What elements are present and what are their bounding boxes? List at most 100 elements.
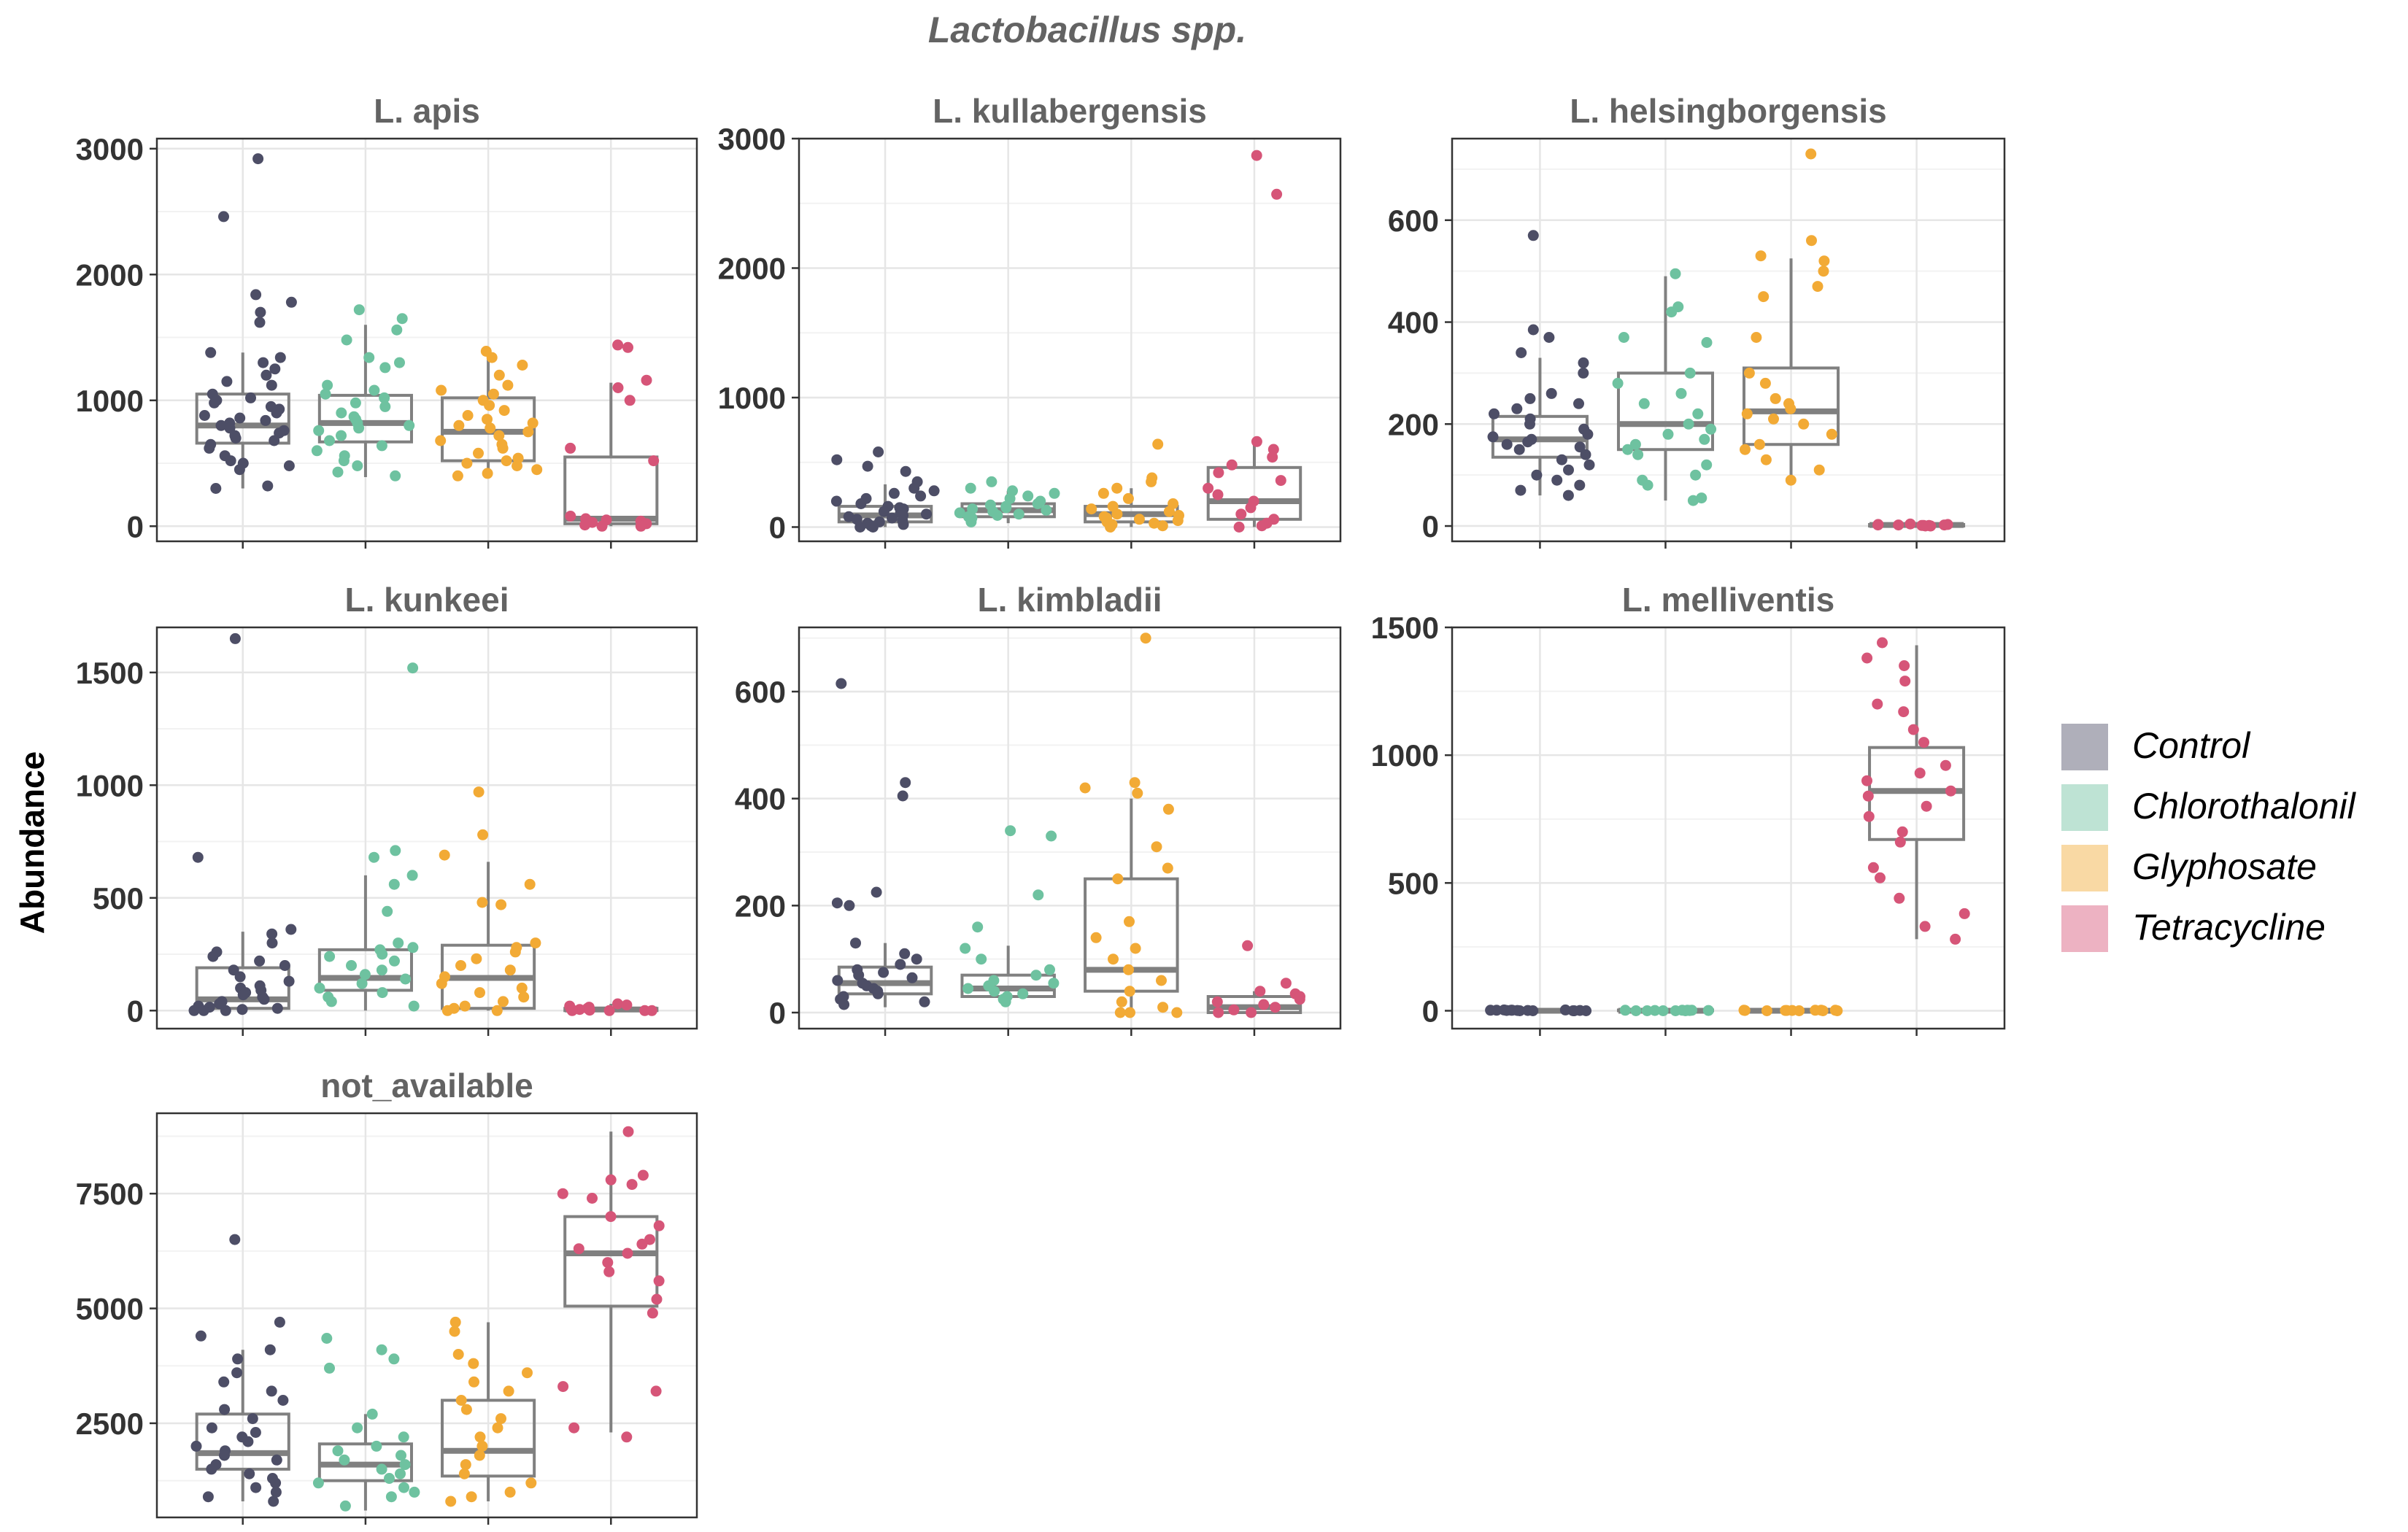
- data-point-glyphosate: [484, 400, 495, 411]
- data-point-tetracycline: [1256, 520, 1267, 532]
- data-point-control: [218, 211, 229, 223]
- panel-border: [155, 137, 698, 543]
- data-point-tetracycline: [1213, 467, 1224, 479]
- data-point-chlorothalonil: [324, 951, 336, 962]
- data-point-glyphosate: [439, 849, 450, 861]
- data-point-chlorothalonil: [1629, 438, 1641, 450]
- data-point-glyphosate: [1133, 514, 1145, 525]
- data-point-control: [844, 900, 855, 911]
- data-point-chlorothalonil: [388, 878, 400, 890]
- data-point-glyphosate: [1785, 474, 1797, 486]
- data-point-glyphosate: [1111, 508, 1123, 520]
- data-point-chlorothalonil: [395, 1450, 406, 1461]
- data-point-control: [266, 379, 277, 391]
- panel-title: L. kunkeei: [345, 581, 509, 619]
- data-point-control: [205, 347, 217, 358]
- data-point-tetracycline: [1212, 489, 1224, 500]
- data-point-control: [1573, 398, 1584, 409]
- data-point-chlorothalonil: [1022, 490, 1034, 502]
- data-point-glyphosate: [1124, 986, 1135, 997]
- data-point-glyphosate: [449, 1326, 460, 1337]
- data-point-control: [921, 508, 932, 520]
- data-point-glyphosate: [1157, 1002, 1169, 1013]
- data-point-glyphosate: [504, 1486, 516, 1498]
- data-point-chlorothalonil: [398, 1482, 409, 1493]
- data-point-control: [897, 790, 908, 802]
- panel-border: [155, 626, 698, 1030]
- data-point-control: [1489, 408, 1500, 419]
- data-point-tetracycline: [1258, 999, 1270, 1010]
- y-tick-label: 600: [735, 675, 786, 709]
- data-point-glyphosate: [1122, 492, 1134, 504]
- data-point-tetracycline: [1211, 996, 1223, 1007]
- data-point-control: [232, 1353, 244, 1365]
- y-tick-label: 400: [735, 782, 786, 816]
- data-point-control: [888, 487, 900, 499]
- data-point-control: [928, 485, 940, 497]
- data-point-tetracycline: [1896, 826, 1908, 837]
- data-point-tetracycline: [624, 395, 636, 406]
- data-point-glyphosate: [1149, 517, 1160, 529]
- data-point-chlorothalonil: [986, 476, 997, 487]
- data-point-chlorothalonil: [384, 1473, 395, 1484]
- data-point-glyphosate: [435, 435, 447, 446]
- data-point-control: [198, 1005, 209, 1016]
- data-point-control: [192, 851, 204, 863]
- data-point-control: [911, 953, 922, 965]
- data-point-control: [878, 967, 890, 978]
- data-point-chlorothalonil: [321, 1333, 333, 1344]
- data-point-chlorothalonil: [314, 982, 325, 994]
- data-point-glyphosate: [1124, 916, 1135, 927]
- data-point-chlorothalonil: [1690, 469, 1702, 481]
- data-point-tetracycline: [587, 1193, 598, 1204]
- data-point-tetracycline: [1251, 436, 1262, 447]
- data-point-chlorothalonil: [376, 1463, 387, 1475]
- data-point-glyphosate: [522, 426, 534, 438]
- data-point-chlorothalonil: [1675, 387, 1687, 399]
- data-point-control: [220, 1005, 231, 1016]
- y-tick-label: 2500: [76, 1407, 144, 1441]
- data-point-control: [202, 1491, 214, 1503]
- data-point-tetracycline: [1203, 482, 1214, 494]
- data-point-chlorothalonil: [989, 986, 1000, 997]
- data-point-glyphosate: [1768, 413, 1779, 425]
- data-point-glyphosate: [1123, 964, 1134, 975]
- data-point-control: [1583, 459, 1595, 471]
- panel-title: L. kimbladii: [977, 581, 1162, 619]
- interquartile-box: [1616, 371, 1714, 452]
- data-point-glyphosate: [1785, 403, 1797, 414]
- data-point-chlorothalonil: [322, 379, 333, 391]
- data-point-tetracycline: [605, 1211, 617, 1223]
- y-tick-label: 2000: [76, 258, 144, 292]
- legend-label: Control: [2132, 725, 2251, 766]
- data-point-glyphosate: [1760, 454, 1772, 465]
- panel-not-available: not_available 2500 5000 7500: [76, 1067, 698, 1525]
- data-point-control: [210, 483, 222, 494]
- data-point-chlorothalonil: [341, 334, 352, 346]
- data-point-chlorothalonil: [353, 304, 365, 316]
- panel-border: [798, 137, 1342, 543]
- box-control: [837, 943, 933, 1007]
- data-point-chlorothalonil: [390, 845, 401, 856]
- data-point-tetracycline: [1226, 459, 1238, 471]
- data-point-tetracycline: [1267, 452, 1278, 463]
- data-point-glyphosate: [1129, 777, 1141, 789]
- data-point-glyphosate: [1116, 996, 1127, 1007]
- data-point-chlorothalonil: [1699, 433, 1710, 445]
- data-point-control: [878, 506, 890, 517]
- data-point-glyphosate: [459, 1000, 471, 1012]
- data-point-tetracycline: [1271, 188, 1283, 200]
- data-point-chlorothalonil: [350, 397, 361, 409]
- data-point-control: [198, 410, 210, 421]
- data-point-glyphosate: [1162, 803, 1174, 815]
- data-point-chlorothalonil: [368, 384, 380, 396]
- data-point-chlorothalonil: [379, 401, 391, 412]
- data-point-chlorothalonil: [407, 662, 419, 674]
- data-point-glyphosate: [1741, 408, 1753, 419]
- data-point-control: [1551, 474, 1563, 486]
- data-point-glyphosate: [1781, 1005, 1793, 1016]
- y-tick-label: 3000: [76, 132, 144, 166]
- data-point-tetracycline: [1235, 508, 1247, 520]
- data-point-chlorothalonil: [332, 1445, 344, 1457]
- y-tick-label: 0: [1422, 509, 1439, 543]
